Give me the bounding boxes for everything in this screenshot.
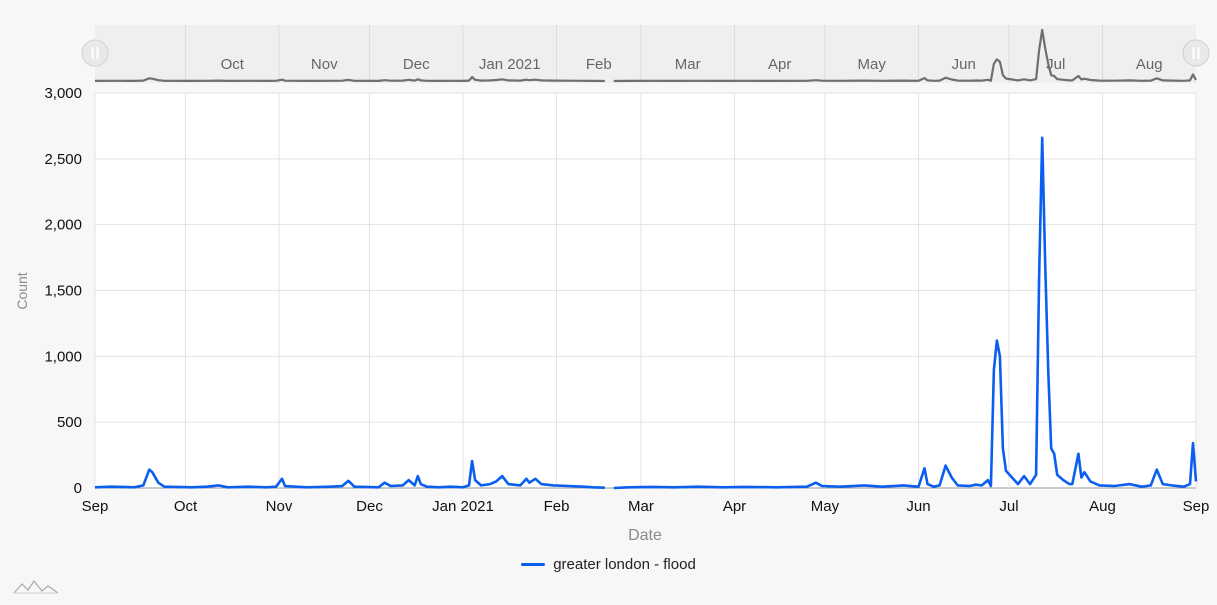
legend-swatch — [521, 563, 546, 566]
y-tick-label: 500 — [57, 414, 82, 431]
navigator-left-handle[interactable] — [81, 39, 109, 67]
navigator-series-line — [94, 76, 605, 83]
x-tick-label: Sep — [82, 498, 109, 515]
x-tick-label: Oct — [174, 498, 198, 515]
x-tick-label: Dec — [356, 498, 383, 515]
handle-knob[interactable] — [1182, 39, 1210, 67]
x-axis-label: Date — [628, 527, 662, 544]
navigator-tick-label: Nov — [311, 56, 338, 73]
grid-lines — [94, 92, 1197, 489]
x-tick-label: Jun — [906, 498, 930, 515]
handle-knob[interactable] — [81, 39, 109, 67]
navigator-tick-label: Jun — [952, 56, 976, 73]
y-tick-label: 1,500 — [44, 283, 82, 300]
navigator-tick-label: Jan 2021 — [479, 56, 541, 73]
x-tick-label: May — [811, 498, 840, 515]
x-tick-label: Nov — [266, 498, 293, 515]
x-tick-label: Feb — [544, 498, 570, 515]
x-tick-label: Apr — [723, 498, 746, 515]
legend: greater london - flood — [0, 553, 1217, 573]
y-tick-label: 2,500 — [44, 151, 82, 168]
series-line — [94, 459, 605, 489]
x-tick-label: Aug — [1089, 498, 1116, 515]
navigator[interactable]: Oct Nov Dec Jan 2021 Feb Mar Apr May Jun Jul Aug — [81, 25, 1210, 83]
logo-icon — [13, 579, 59, 594]
legend-item[interactable]: greater london - flood — [521, 556, 696, 573]
x-tick-label: Mar — [628, 498, 654, 515]
navigator-right-handle[interactable] — [1182, 39, 1210, 67]
x-axis: Sep Oct Nov Dec Jan 2021 Feb Mar Apr May Jun Jul Au… — [82, 498, 1210, 515]
y-axis-label: Count — [14, 272, 30, 309]
x-tick-label: Jan 2021 — [432, 498, 494, 515]
y-tick-label: 1,000 — [44, 348, 82, 365]
y-axis: 0 500 1,000 1,500 2,000 2,500 3,000 — [44, 85, 82, 497]
navigator-tick-label: Mar — [675, 56, 701, 73]
series-layer — [94, 136, 1198, 490]
navigator-tick-label: Dec — [403, 56, 430, 73]
y-tick-label: 2,000 — [44, 217, 82, 234]
x-tick-label: Jul — [999, 498, 1018, 515]
series-line — [613, 136, 1198, 490]
y-tick-label: 3,000 — [44, 85, 82, 102]
navigator-tick-label: Feb — [586, 56, 612, 73]
y-tick-label: 0 — [74, 480, 82, 497]
navigator-tick-label: Jul — [1046, 56, 1065, 73]
x-tick-label: Sep — [1183, 498, 1210, 515]
navigator-series-line — [613, 28, 1197, 83]
navigator-tick-label: May — [858, 56, 887, 73]
navigator-tick-label: Apr — [768, 56, 791, 73]
navigator-background — [95, 25, 1196, 83]
navigator-tick-label: Aug — [1136, 56, 1163, 73]
navigator-tick-label: Oct — [221, 56, 245, 73]
legend-label: greater london - flood — [553, 556, 696, 573]
